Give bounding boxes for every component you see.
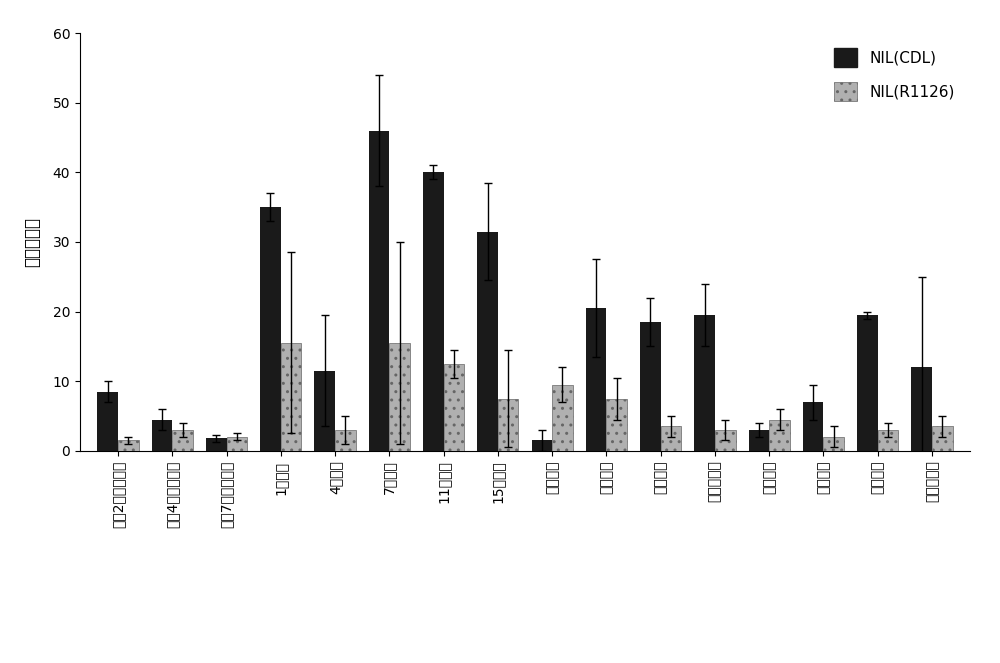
Bar <box>532 440 552 451</box>
Bar <box>552 385 573 451</box>
Bar <box>369 131 389 451</box>
Bar <box>640 322 661 451</box>
Bar <box>715 430 736 451</box>
Bar <box>227 437 247 451</box>
Y-axis label: 相对表达量: 相对表达量 <box>24 217 42 267</box>
Bar <box>803 402 823 451</box>
Bar <box>260 207 281 451</box>
Bar <box>911 367 932 451</box>
Bar <box>932 426 953 451</box>
Bar <box>586 308 606 451</box>
Bar <box>823 437 844 451</box>
Bar <box>661 426 681 451</box>
Bar <box>498 398 518 451</box>
Bar <box>335 430 356 451</box>
Bar <box>423 172 444 451</box>
Bar <box>444 364 464 451</box>
Legend: NIL(CDL), NIL(R1126): NIL(CDL), NIL(R1126) <box>827 41 962 109</box>
Bar <box>152 420 172 451</box>
Bar <box>97 392 118 451</box>
Bar <box>606 398 627 451</box>
Bar <box>477 231 498 451</box>
Bar <box>172 430 193 451</box>
Bar <box>118 440 139 451</box>
Bar <box>749 430 769 451</box>
Bar <box>389 343 410 451</box>
Bar <box>206 438 227 451</box>
Bar <box>769 420 790 451</box>
Bar <box>857 315 878 451</box>
Bar <box>694 315 715 451</box>
Bar <box>314 371 335 451</box>
Bar <box>281 343 301 451</box>
Bar <box>878 430 898 451</box>
